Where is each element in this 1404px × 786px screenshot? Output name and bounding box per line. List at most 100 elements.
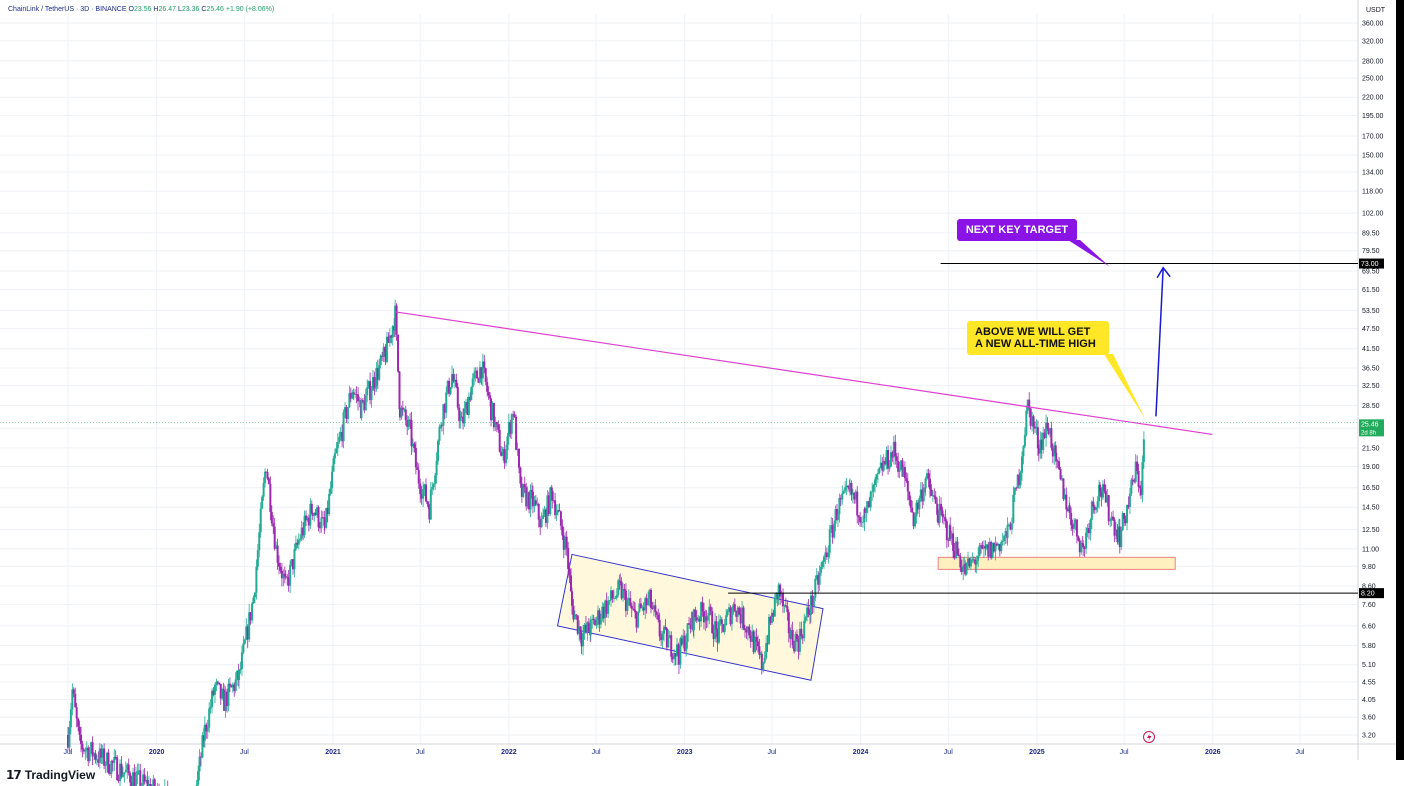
candle-body xyxy=(763,657,766,663)
candle-body xyxy=(345,407,348,419)
candle-body xyxy=(294,542,297,550)
candle-body xyxy=(670,635,673,657)
candle-body xyxy=(133,772,136,786)
candle-body xyxy=(868,501,871,508)
candle-body xyxy=(467,396,470,415)
candle-body xyxy=(928,478,931,490)
candle-body xyxy=(111,760,114,763)
candle-body xyxy=(902,467,905,477)
tradingview-logo[interactable]: 𝟭𝟳 TradingView xyxy=(6,768,95,782)
candle-body xyxy=(876,472,879,475)
candle-body xyxy=(730,612,733,625)
y-tick-label: 170.00 xyxy=(1362,134,1384,141)
candle-body xyxy=(722,624,725,632)
candle-body xyxy=(784,605,787,607)
support-price-tag: 8.20 xyxy=(1361,591,1375,598)
candle-body xyxy=(698,618,701,622)
candle-body xyxy=(108,772,111,774)
candle-body xyxy=(390,335,393,338)
candle-body xyxy=(273,526,276,549)
candle-body xyxy=(101,748,104,758)
candle-body xyxy=(586,622,589,632)
candle-body xyxy=(567,548,570,569)
candle-body xyxy=(783,605,786,607)
candle-body xyxy=(786,606,789,613)
candle-body xyxy=(497,424,500,430)
tradingview-logo-text: TradingView xyxy=(24,768,96,782)
candle-body xyxy=(85,747,88,750)
x-tick-label: Jul xyxy=(64,749,73,756)
candle-body xyxy=(797,639,800,652)
candle-body xyxy=(905,478,908,482)
candle-body xyxy=(289,564,292,586)
candle-body xyxy=(117,779,120,782)
candle-body xyxy=(1078,540,1081,553)
candle-body xyxy=(317,507,320,528)
candle-body xyxy=(195,784,198,786)
candle-body xyxy=(833,523,836,538)
candle-body xyxy=(622,589,625,599)
candle-body xyxy=(780,593,783,597)
candle-body xyxy=(736,607,739,617)
candle-body xyxy=(1029,408,1032,426)
candle-body xyxy=(1096,501,1099,508)
candle-body xyxy=(960,567,963,572)
candle-body xyxy=(530,490,533,492)
candle-body xyxy=(381,355,384,357)
y-tick-label: 53.50 xyxy=(1362,308,1380,315)
candle-body xyxy=(293,549,296,570)
candle-body xyxy=(69,709,72,728)
candle-body xyxy=(375,367,378,386)
candle-body xyxy=(911,507,914,513)
candle-body xyxy=(944,517,947,522)
candle-body xyxy=(608,600,611,602)
candle-body xyxy=(264,471,267,484)
candle-body xyxy=(394,305,397,331)
y-axis[interactable]: 3.20 3.60 4.05 4.55 5.10 5.80 6.60 7.60 8.60 9.80… xyxy=(1359,21,1384,740)
candle-body xyxy=(596,610,599,620)
countdown-tag: 2d 8h xyxy=(1361,430,1376,436)
candle-body xyxy=(661,633,664,641)
candle-body xyxy=(582,633,585,647)
candle-body xyxy=(93,753,96,757)
candle-body xyxy=(857,515,860,517)
next-key-target-callout[interactable]: NEXT KEY TARGET xyxy=(957,219,1077,241)
candle-body xyxy=(972,559,975,561)
candle-body xyxy=(824,552,827,557)
candle-body xyxy=(634,610,637,613)
candle-body xyxy=(1085,532,1088,549)
candle-body xyxy=(67,735,69,748)
candle-body xyxy=(748,626,751,636)
candle-body xyxy=(206,727,209,732)
candle-body xyxy=(1120,530,1123,548)
candle-body xyxy=(773,597,776,617)
candle-body xyxy=(520,483,523,497)
x-axis[interactable]: Jul 2020 Jul 2021 Jul 2022 Jul 2023 Jul 2024 Jul 20… xyxy=(64,749,1305,756)
candle-body xyxy=(540,518,543,528)
candle-body xyxy=(993,543,996,552)
candle-body xyxy=(129,773,132,783)
candle-body xyxy=(755,636,758,642)
candle-body xyxy=(506,436,509,451)
candle-body xyxy=(464,402,467,409)
candle-body xyxy=(423,484,426,490)
candle-body xyxy=(881,462,884,471)
candle-body xyxy=(431,486,434,490)
candle-body xyxy=(1001,541,1004,542)
candle-body xyxy=(967,558,970,563)
candle-body xyxy=(473,373,476,379)
ath-callout[interactable]: ABOVE WE WILL GET A NEW ALL-TIME HIGH xyxy=(967,321,1109,355)
candle-body xyxy=(768,616,771,644)
candle-body xyxy=(491,402,494,421)
candle-body xyxy=(533,500,536,507)
candle-body xyxy=(680,638,683,645)
candle-body xyxy=(278,562,281,567)
candle-body xyxy=(921,489,924,502)
candle-body xyxy=(384,351,387,363)
candle-body xyxy=(494,422,497,428)
candle-body xyxy=(927,473,930,479)
candle-body xyxy=(379,355,382,366)
candle-body xyxy=(632,608,635,610)
candle-body xyxy=(1090,501,1093,520)
